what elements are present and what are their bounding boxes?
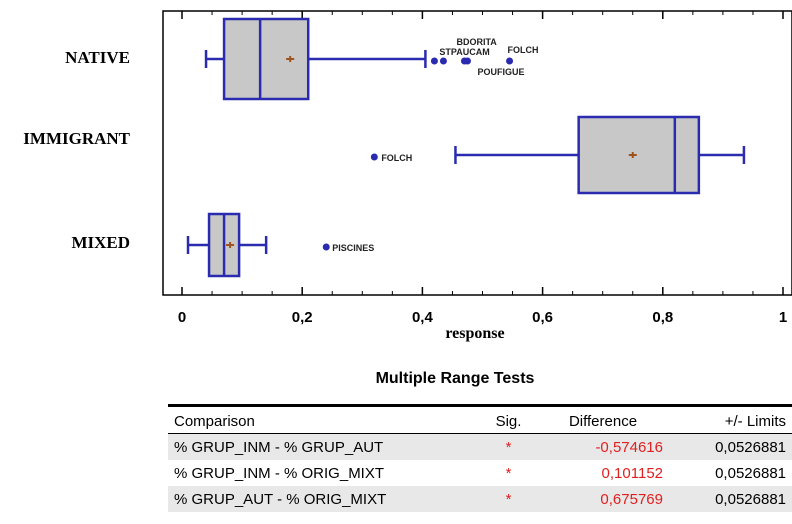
- outlier-point: [322, 243, 330, 251]
- outlier-label: FOLCH: [381, 153, 412, 163]
- x-tick-label: 1: [779, 309, 787, 326]
- box-immigrant: [577, 115, 701, 195]
- sig-cell: *: [505, 464, 512, 482]
- table-row: % GRUP_INM - % GRUP_AUT * -0,574616 0,05…: [168, 433, 792, 460]
- x-tick-label: 0,2: [292, 309, 313, 326]
- outlier-label: BDORITA: [456, 37, 497, 47]
- outlier-point: [463, 57, 471, 65]
- category-label-mixed: MIXED: [71, 233, 130, 252]
- sig-cell: *: [480, 486, 537, 512]
- outlier-label: STPAUCAM: [439, 47, 489, 57]
- comparison-cell: % GRUP_INM - % GRUP_AUT: [168, 433, 480, 460]
- x-tick-label: 0,8: [652, 309, 673, 326]
- plot-area-frame: [162, 10, 792, 296]
- x-tick-label: 0: [178, 309, 186, 326]
- sig-cell: *: [480, 433, 537, 460]
- outlier-point: [506, 57, 514, 65]
- table-row: % GRUP_INM - % ORIG_MIXT * 0,101152 0,05…: [168, 460, 792, 486]
- box-native: [222, 17, 310, 101]
- outlier-point: [430, 57, 438, 65]
- x-tick-label: 0,4: [412, 309, 434, 326]
- x-axis-label: response: [445, 325, 505, 342]
- outlier-point: [439, 57, 447, 65]
- limits-cell: 0,0526881: [669, 486, 792, 512]
- comparison-cell: % GRUP_INM - % ORIG_MIXT: [174, 464, 385, 482]
- header-limits: +/- Limits: [669, 404, 792, 434]
- difference-cell: 0,675769: [537, 486, 669, 512]
- outlier-label: PISCINES: [332, 243, 374, 253]
- comparison-cell: % GRUP_AUT - % ORIG_MIXT: [168, 486, 480, 512]
- header-difference: Difference: [537, 404, 669, 434]
- x-tick-label: 0,6: [532, 309, 553, 326]
- range-tests-table: Comparison Sig. Difference +/- Limits % …: [168, 404, 792, 512]
- header-comparison: Comparison: [168, 404, 480, 434]
- outlier-label: POUFIGUE: [477, 67, 524, 77]
- outlier-label: FOLCH: [508, 45, 539, 55]
- header-sig: Sig.: [480, 404, 537, 434]
- table-header-row: Comparison Sig. Difference +/- Limits: [168, 404, 792, 434]
- tests-title: Multiple Range Tests: [375, 370, 535, 387]
- category-label-native: NATIVE: [65, 48, 130, 67]
- outlier-point: [370, 153, 378, 161]
- limits-cell: 0,0526881: [715, 464, 786, 482]
- difference-cell: 0,101152: [601, 464, 663, 482]
- difference-cell: -0,574616: [537, 433, 669, 460]
- limits-cell: 0,0526881: [669, 433, 792, 460]
- table-row: % GRUP_AUT - % ORIG_MIXT * 0,675769 0,05…: [168, 486, 792, 512]
- category-label-immigrant: IMMIGRANT: [23, 129, 130, 148]
